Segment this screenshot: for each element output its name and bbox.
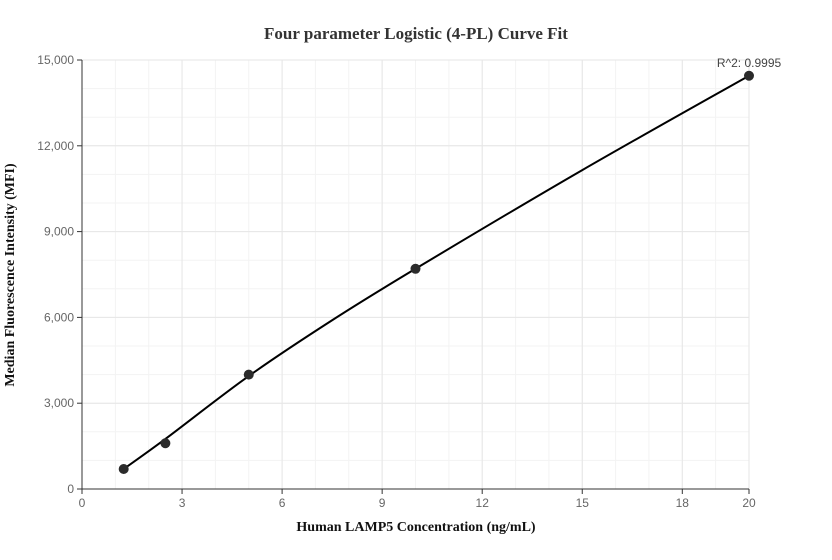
data-point — [118, 463, 129, 474]
y-axis-ticks: 0 3,000 6,000 9,000 12,000 15,000 — [37, 53, 82, 496]
chart-title: Four parameter Logistic (4-PL) Curve Fit — [264, 24, 568, 43]
x-axis-ticks: 0 3 6 9 12 15 18 20 — [79, 489, 756, 510]
fit-curve — [123, 74, 750, 470]
x-tick-label: 12 — [476, 496, 490, 510]
y-axis-label: Median Fluorescence Intensity (MFI) — [3, 163, 18, 387]
y-tick-label: 6,000 — [44, 310, 74, 324]
y-tick-label: 15,000 — [37, 53, 74, 67]
x-tick-label: 9 — [379, 496, 386, 510]
x-tick-label: 20 — [742, 496, 756, 510]
x-axis-label: Human LAMP5 Concentration (ng/mL) — [296, 520, 536, 535]
y-tick-label: 0 — [67, 482, 74, 496]
x-tick-label: 0 — [79, 496, 86, 510]
y-tick-label: 9,000 — [44, 225, 74, 239]
axes — [81, 60, 749, 490]
data-point — [160, 438, 171, 449]
data-points — [118, 70, 754, 474]
y-tick-label: 12,000 — [37, 139, 74, 153]
x-tick-label: 3 — [179, 496, 186, 510]
x-tick-label: 6 — [279, 496, 286, 510]
y-tick-label: 3,000 — [44, 396, 74, 410]
x-tick-label: 15 — [576, 496, 590, 510]
r-squared-annotation: R^2: 0.9995 — [717, 56, 782, 70]
data-point — [744, 70, 754, 81]
grid — [81, 59, 750, 490]
x-tick-label: 18 — [676, 496, 690, 510]
data-point — [410, 263, 421, 274]
data-point — [243, 369, 254, 380]
